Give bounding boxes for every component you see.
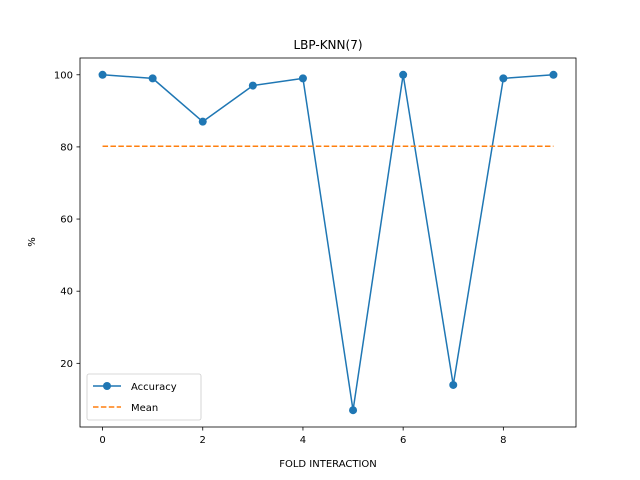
accuracy-point [248, 81, 257, 90]
accuracy-point [399, 70, 408, 79]
accuracy-point [298, 74, 307, 83]
x-tick-label: 6 [400, 435, 406, 446]
accuracy-line [102, 74, 554, 411]
legend-label: Accuracy [131, 382, 177, 393]
plot-area: 0 2 4 6 8 20 40 60 80 100 [54, 57, 577, 446]
legend: Accuracy Mean [86, 373, 202, 421]
y-tick-label: 100 [54, 70, 73, 81]
axes-frame [79, 57, 577, 428]
accuracy-point [549, 70, 558, 79]
accuracy-point [98, 70, 107, 79]
accuracy-point [499, 74, 508, 83]
legend-accuracy-marker [103, 382, 111, 390]
x-tick-label: 0 [99, 435, 105, 446]
x-tick-label: 8 [500, 435, 506, 446]
y-axis-title: % [27, 237, 38, 247]
accuracy-point [148, 74, 157, 83]
accuracy-point [198, 117, 207, 126]
x-axis-title: FOLD INTERACTION [279, 459, 377, 470]
y-tick-label: 20 [60, 359, 73, 370]
y-tick-label: 60 [60, 215, 73, 226]
y-tick-label: 40 [60, 287, 73, 298]
y-tick-label: 80 [60, 142, 73, 153]
x-tick-label: 4 [300, 435, 306, 446]
legend-label: Mean [131, 403, 158, 414]
accuracy-point [349, 406, 358, 415]
accuracy-point [449, 380, 458, 389]
chart-title: LBP-KNN(7) [293, 38, 362, 52]
x-tick-label: 2 [200, 435, 206, 446]
